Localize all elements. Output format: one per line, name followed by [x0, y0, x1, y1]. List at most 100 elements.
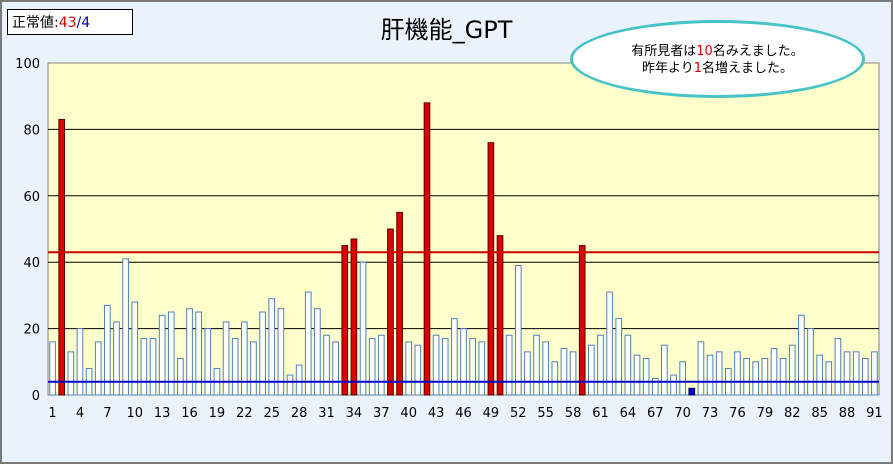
x-tick-label: 31	[318, 406, 335, 421]
bar	[414, 344, 422, 396]
x-tick-label: 70	[674, 406, 691, 421]
callout-line-1-post: 名みえました。	[712, 44, 804, 59]
bar	[816, 354, 823, 396]
callout-bubble: 有所見者は10名みえました。 昨年より1名増えました。	[570, 20, 865, 98]
bar	[76, 328, 84, 396]
callout-line-1-pre: 有所見者は	[631, 44, 697, 59]
bar	[861, 357, 869, 396]
bar	[606, 291, 613, 396]
normal-value-label: 正常値:	[12, 15, 59, 31]
bar	[524, 351, 531, 396]
x-tick-label: 49	[483, 406, 500, 421]
bars	[49, 102, 878, 396]
bar	[387, 228, 394, 396]
bar	[588, 344, 595, 396]
bar	[323, 334, 330, 396]
bar	[770, 348, 778, 396]
bar	[131, 301, 139, 396]
bar	[314, 308, 321, 396]
bar	[104, 304, 111, 396]
bar	[49, 341, 56, 396]
bar	[843, 351, 851, 396]
bar	[195, 311, 203, 396]
bar	[788, 344, 796, 396]
bar	[332, 341, 339, 396]
y-tick-label: 20	[23, 323, 40, 338]
bar	[679, 361, 686, 396]
bar	[350, 238, 358, 396]
x-tick-label: 19	[209, 406, 226, 421]
bar	[286, 374, 294, 396]
bar	[852, 351, 860, 396]
bar	[149, 338, 157, 396]
bar	[140, 338, 148, 396]
callout-line-2-count: 1	[693, 61, 702, 76]
bar	[578, 245, 586, 396]
x-tick-label: 73	[702, 406, 719, 421]
bar	[241, 321, 248, 396]
bar	[697, 341, 705, 396]
bar	[295, 364, 303, 396]
chart-title: 肝機能_GPT	[380, 16, 513, 44]
x-tick-label: 58	[565, 406, 582, 421]
bar	[113, 321, 120, 396]
bar	[542, 341, 550, 396]
bar	[487, 142, 495, 396]
bar	[122, 258, 129, 396]
x-tick-label: 43	[428, 406, 445, 421]
bar	[834, 338, 842, 396]
callout-line-2-pre: 昨年より	[641, 61, 694, 76]
x-tick-label: 85	[811, 406, 828, 421]
bar	[706, 354, 714, 396]
bar	[441, 338, 449, 396]
bar	[177, 357, 184, 396]
normal-value-box: 正常値:43/4	[7, 9, 133, 35]
bar	[569, 351, 577, 396]
x-tick-label: 13	[154, 406, 171, 421]
bar	[761, 357, 769, 396]
reference-lines	[48, 251, 879, 383]
y-tick-label: 0	[32, 389, 40, 404]
bar	[469, 338, 476, 396]
bar	[615, 318, 623, 396]
bar	[268, 298, 276, 396]
bar	[871, 351, 878, 396]
x-tick-label: 79	[757, 406, 774, 421]
bar	[734, 351, 741, 396]
bar	[715, 351, 723, 396]
bar	[551, 361, 559, 396]
bar	[259, 311, 266, 396]
x-tick-label: 16	[181, 406, 198, 421]
y-axis-ticks: 0 20 40 60 80 100	[15, 57, 40, 404]
callout-line-2-post: 名増えました。	[702, 61, 794, 76]
bar	[359, 261, 367, 396]
bar	[58, 118, 66, 396]
bar	[377, 334, 385, 396]
y-tick-label: 80	[23, 123, 40, 138]
bar	[661, 344, 668, 396]
bar	[514, 265, 522, 396]
bar	[158, 314, 166, 396]
x-tick-label: 1	[48, 406, 56, 421]
normal-value-upper: 43	[58, 15, 77, 31]
x-tick-label: 40	[400, 406, 417, 421]
bar	[505, 334, 513, 396]
bar	[825, 361, 833, 396]
bar	[423, 102, 431, 396]
x-tick-label: 10	[126, 406, 143, 421]
bar	[460, 328, 467, 396]
x-tick-label: 52	[510, 406, 527, 421]
bar	[752, 361, 760, 396]
bar	[798, 314, 805, 396]
bar	[743, 357, 750, 396]
y-tick-label: 100	[15, 57, 40, 72]
bar	[405, 341, 413, 396]
bar	[432, 334, 440, 396]
y-tick-label: 60	[23, 190, 40, 205]
bar	[478, 341, 486, 396]
x-tick-label: 4	[76, 406, 84, 421]
bar	[304, 291, 312, 396]
bar	[204, 328, 212, 396]
x-tick-label: 7	[103, 406, 111, 421]
bar	[807, 328, 814, 396]
